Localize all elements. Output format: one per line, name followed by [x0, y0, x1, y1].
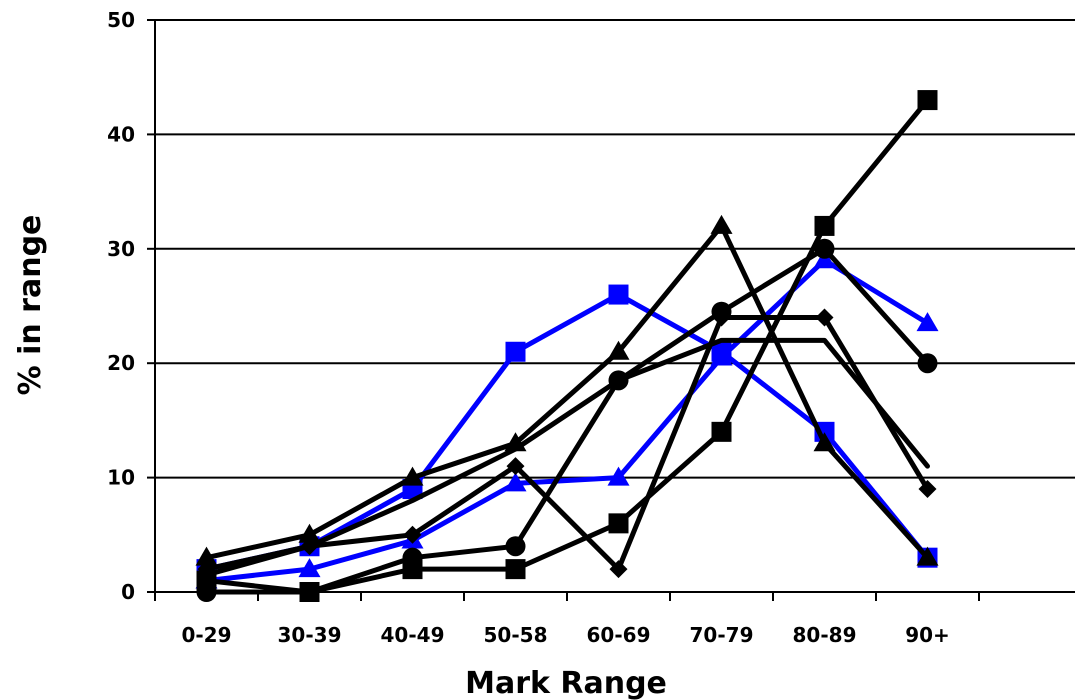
data-point-circle [196, 582, 217, 602]
y-tick-label: 50 [107, 8, 135, 32]
x-tick-label: 90+ [905, 623, 950, 647]
data-point-triangle [710, 214, 733, 234]
data-point-square [814, 215, 835, 236]
data-point-diamond [712, 308, 731, 327]
data-point-triangle [916, 546, 939, 566]
data-point-diamond [815, 308, 834, 327]
series-line [204, 223, 930, 561]
x-tick-label: 70-79 [690, 623, 754, 647]
data-point-square [711, 421, 732, 442]
x-axis-label: Mark Range [465, 666, 667, 700]
data-point-triangle [607, 466, 630, 486]
data-point-circle [917, 353, 938, 374]
data-point-square [917, 90, 938, 111]
data-point-square [505, 341, 526, 362]
gridlines [155, 19, 1075, 479]
data-point-triangle [916, 312, 939, 332]
data-point-diamond [918, 480, 937, 499]
series-7 [204, 337, 930, 578]
x-tick-label: 50-58 [484, 623, 548, 647]
series-line [204, 314, 930, 572]
y-tick-label: 20 [107, 351, 135, 375]
y-tick-label: 0 [121, 580, 135, 604]
x-tick-label: 40-49 [381, 623, 445, 647]
data-point-diamond [506, 457, 525, 476]
data-point-circle [402, 547, 423, 568]
x-tick-label: 80-89 [793, 623, 857, 647]
x-tick-label: 0-29 [181, 623, 231, 647]
data-point-triangle [195, 546, 218, 566]
data-point-diamond [609, 560, 628, 579]
data-point-circle [505, 536, 526, 557]
data-point-triangle [298, 523, 321, 543]
data-point-triangle [813, 432, 836, 452]
series-group [195, 90, 939, 602]
data-point-square [505, 559, 526, 580]
series-5 [195, 214, 939, 566]
data-point-circle [814, 238, 835, 259]
data-point-triangle [504, 472, 527, 492]
x-tick-label: 60-69 [587, 623, 651, 647]
data-point-triangle [401, 466, 424, 486]
y-tick-labels: 0 10 20 30 40 50 [107, 8, 135, 604]
data-point-circle [299, 582, 320, 602]
data-point-triangle [607, 340, 630, 360]
x-tick-labels: 0-29 30-39 40-49 50-58 60-69 70-79 80-89 90+ [181, 623, 949, 647]
x-tick-label: 30-39 [278, 623, 342, 647]
data-point-square [608, 284, 629, 305]
series-line [204, 246, 930, 595]
series-line [204, 257, 930, 584]
y-axis-label: % in range [13, 215, 48, 396]
y-tick-label: 30 [107, 237, 135, 261]
data-point-diamond [403, 525, 422, 544]
series-6 [197, 308, 937, 579]
y-tick-label: 10 [107, 466, 135, 490]
data-point-triangle [710, 346, 733, 366]
series-line [204, 337, 930, 578]
data-point-square [608, 513, 629, 534]
y-tick-label: 40 [107, 122, 135, 146]
data-point-triangle [298, 558, 321, 578]
